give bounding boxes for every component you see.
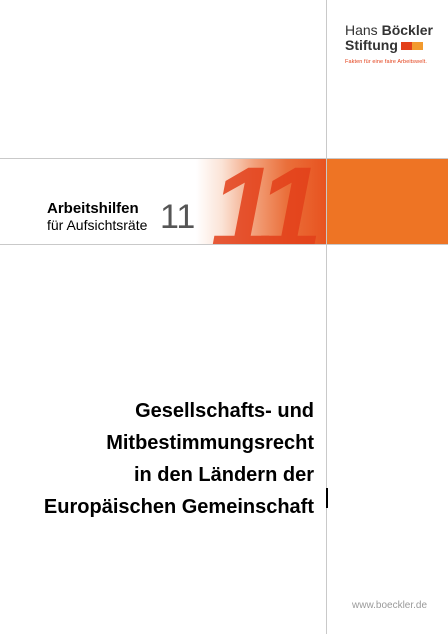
document-title: Gesellschafts- und Mitbestimmungsrecht i… [44,395,314,523]
title-line: in den Ländern der [133,464,314,486]
title-line: Mitbestimmungsrecht [106,432,314,454]
band-bottom-rule [0,244,448,245]
logo-tagline: Fakten für eine faire Arbeitswelt. [345,59,427,65]
vertical-rule-accent [326,488,328,508]
band-top-rule [0,158,448,159]
series-subtitle: für Aufsichtsräte [47,217,148,233]
logo-hans: Hans [345,22,382,38]
hans-boeckler-logo: Hans Böckler Stiftung Fakten für eine fa… [345,22,433,66]
series-title: Arbeitshilfen [47,200,139,217]
vertical-rule [326,0,327,634]
orange-solid-band [327,159,448,244]
orange-gradient-band [196,159,326,244]
large-number-graphic: 11 [196,159,326,244]
series-number: 11 [160,198,196,236]
logo-boeckler: Böckler [381,22,433,38]
large-number: 11 [210,159,322,244]
title-line: Gesellschafts- und [135,400,314,422]
logo-swatch [400,42,423,51]
series-label: Arbeitshilfen für Aufsichtsräte [47,200,147,234]
title-line: Europäischen Gemeinschaft [43,496,314,518]
website-url: www.boeckler.de [352,600,428,611]
logo-stiftung: Stiftung [345,37,398,53]
